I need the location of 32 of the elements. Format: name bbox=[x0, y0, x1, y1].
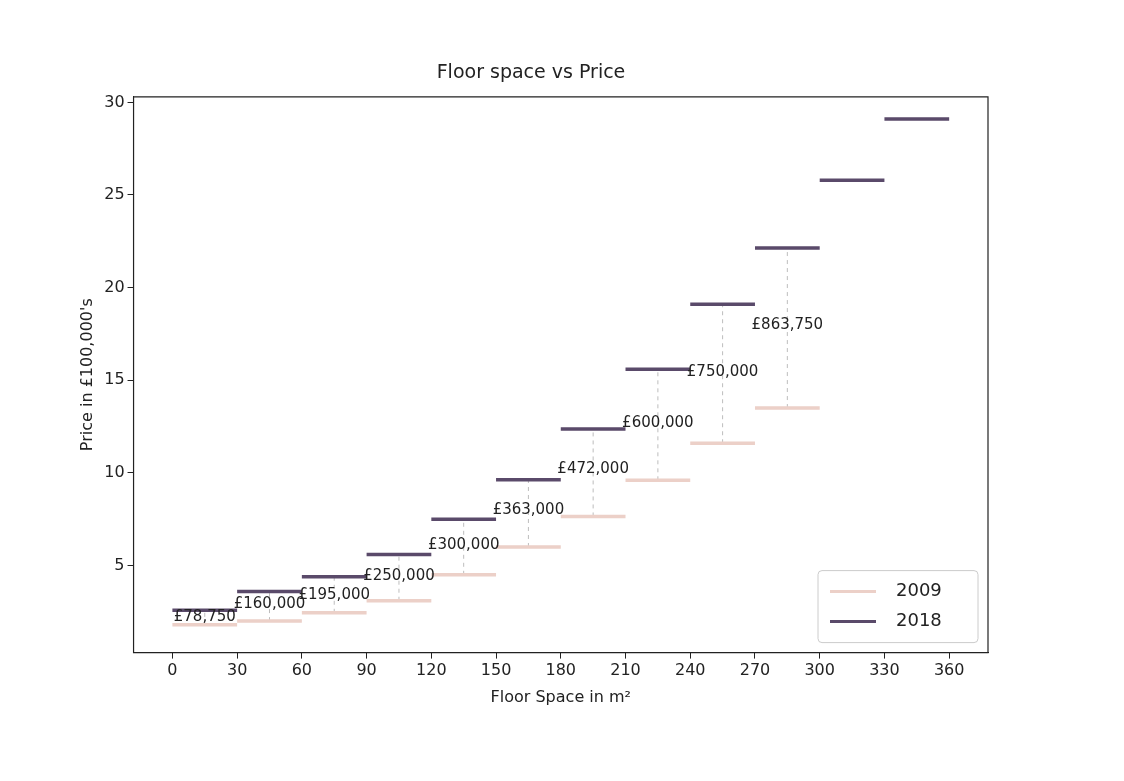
x-tick-label: 150 bbox=[480, 660, 512, 680]
annotation: £250,000 bbox=[363, 565, 435, 584]
x-tick-label: 90 bbox=[356, 660, 377, 680]
annotation: £78,750 bbox=[173, 607, 236, 626]
y-tick-label: 30 bbox=[104, 91, 125, 111]
y-tick-label: 20 bbox=[104, 276, 125, 296]
legend-label: 2009 bbox=[896, 579, 942, 601]
y-tick-label: 5 bbox=[114, 554, 125, 574]
x-tick-label: 360 bbox=[933, 660, 965, 680]
x-tick-label: 240 bbox=[674, 660, 706, 680]
annotation: £363,000 bbox=[492, 499, 565, 518]
annotation: £863,750 bbox=[751, 315, 824, 334]
annotation: £472,000 bbox=[557, 459, 629, 478]
x-tick-label: 330 bbox=[869, 660, 900, 680]
annotation: £600,000 bbox=[622, 412, 694, 431]
x-tick-label: 180 bbox=[545, 660, 577, 680]
y-tick-label: 10 bbox=[104, 462, 125, 482]
y-tick-label: 15 bbox=[104, 369, 125, 389]
annotation: £300,000 bbox=[427, 535, 500, 554]
annotation: £750,000 bbox=[686, 361, 759, 380]
x-tick-label: 300 bbox=[804, 660, 835, 680]
x-tick-label: 0 bbox=[167, 660, 178, 680]
x-tick-label: 30 bbox=[226, 660, 248, 680]
x-axis-title: Floor Space in m² bbox=[490, 686, 631, 706]
x-tick-label: 270 bbox=[739, 660, 771, 680]
y-tick-label: 25 bbox=[104, 184, 125, 204]
chart-title: Floor space vs Price bbox=[436, 60, 626, 83]
legend-label: 2018 bbox=[896, 609, 942, 631]
x-tick-label: 60 bbox=[291, 660, 313, 680]
x-tick-label: 210 bbox=[610, 660, 641, 680]
x-tick-label: 120 bbox=[416, 660, 447, 680]
y-axis-title: Price in £100,000's bbox=[76, 298, 96, 452]
